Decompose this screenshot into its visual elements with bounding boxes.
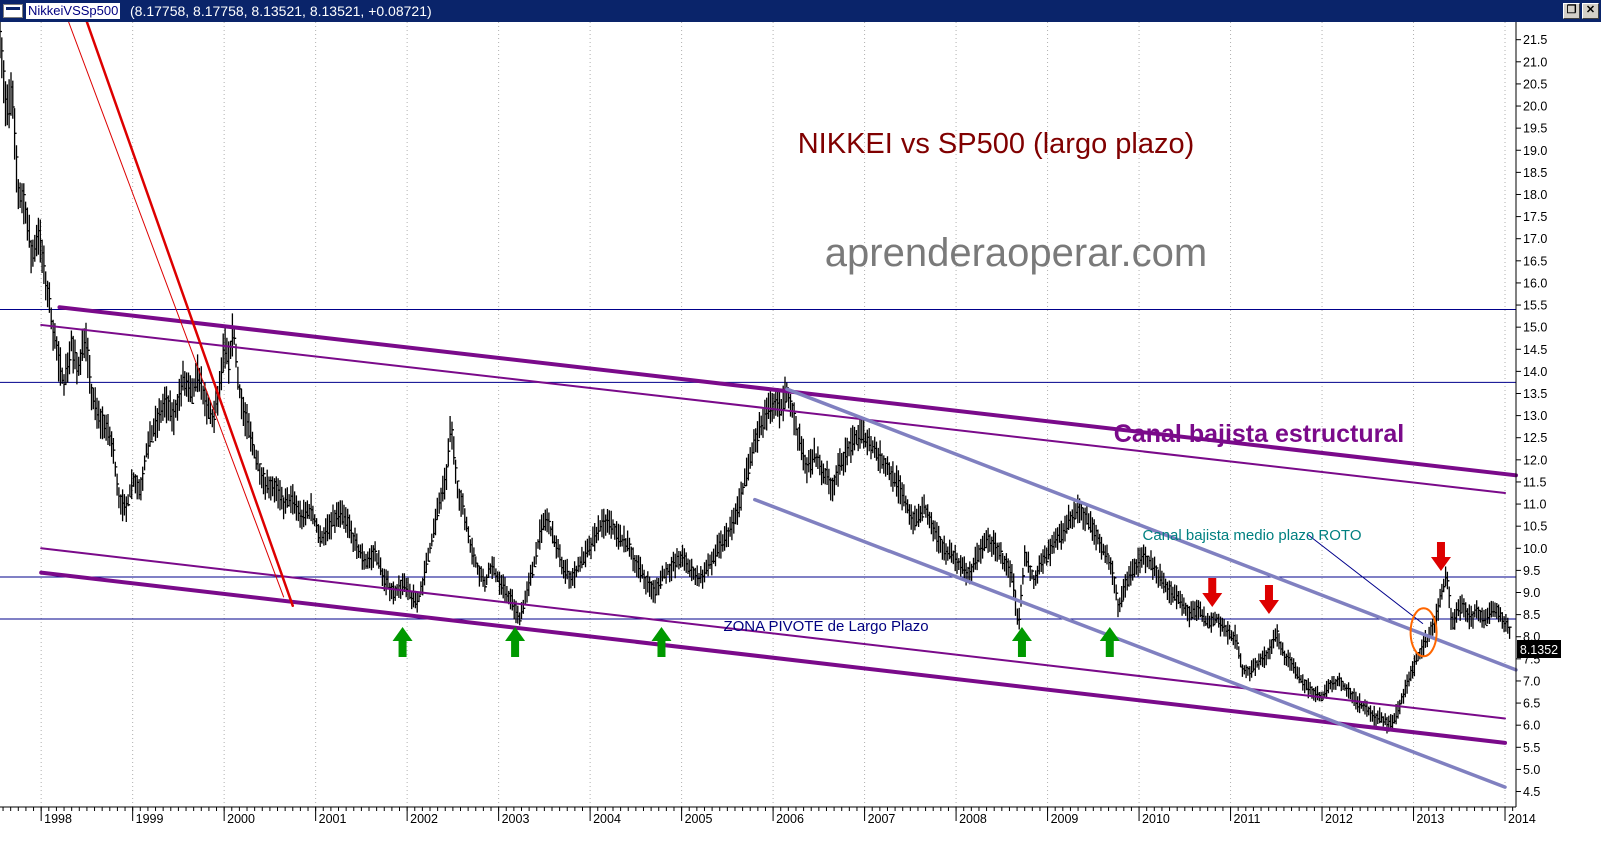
- x-tick-label-2011: 2011: [1234, 812, 1261, 826]
- y-tick-label-5: 5.0: [1523, 763, 1540, 777]
- red-trendline-thick: [85, 22, 295, 608]
- y-tick-label-14: 14.0: [1523, 365, 1547, 379]
- red-down-arrow-icon-2: [1430, 542, 1451, 571]
- x-tick-label-1999: 1999: [136, 812, 164, 826]
- y-tick-label-15: 15.0: [1523, 321, 1547, 335]
- axes: 4.55.05.56.06.57.07.58.08.59.09.510.010.…: [0, 22, 1547, 826]
- y-tick-label-9: 9.0: [1523, 586, 1540, 600]
- restore-button[interactable]: ❐: [1563, 3, 1580, 19]
- x-tick-label-2007: 2007: [868, 812, 896, 826]
- lavender-channel-1: [753, 497, 1507, 789]
- y-tick-label-17.5: 17.5: [1523, 210, 1547, 224]
- x-tick-label-2013: 2013: [1417, 812, 1445, 826]
- annotation-pointer-line: [1307, 534, 1424, 624]
- red-trendline-thin: [68, 22, 285, 598]
- lavender-channel-0: [785, 387, 1518, 672]
- x-tick-label-2010: 2010: [1142, 812, 1170, 826]
- y-tick-label-10: 10.0: [1523, 542, 1547, 556]
- y-tick-label-16.5: 16.5: [1523, 254, 1547, 268]
- x-tick-label-2005: 2005: [685, 812, 713, 826]
- watermark: aprenderaoperar.com: [825, 231, 1207, 275]
- label-canal-medio: Canal bajista medio plazo ROTO: [1143, 527, 1362, 544]
- chart-title: NIKKEI vs SP500 (largo plazo): [798, 128, 1195, 160]
- y-tick-label-9.5: 9.5: [1523, 564, 1540, 578]
- y-tick-label-12.5: 12.5: [1523, 431, 1547, 445]
- plot-background: [0, 22, 1516, 807]
- x-tick-label-2001: 2001: [319, 812, 347, 826]
- green-up-arrow-icon-2: [651, 627, 672, 657]
- purple-channel-thick-1: [39, 570, 1508, 745]
- trend-lines: [39, 22, 1518, 789]
- breakout-circle: [1409, 607, 1438, 658]
- x-tick-label-2009: 2009: [1051, 812, 1079, 826]
- price-chart: 4.55.05.56.06.57.07.58.08.59.09.510.010.…: [0, 22, 1561, 826]
- y-tick-label-10.5: 10.5: [1523, 520, 1547, 534]
- y-tick-label-12: 12.0: [1523, 453, 1547, 467]
- y-tick-label-8.5: 8.5: [1523, 608, 1540, 622]
- last-value-tag: 8.1352: [1517, 640, 1561, 658]
- red-down-arrow-icon-1: [1258, 585, 1279, 614]
- x-tick-label-2004: 2004: [593, 812, 621, 826]
- y-tick-label-6.5: 6.5: [1523, 697, 1540, 711]
- label-zona-pivote: ZONA PIVOTE de Largo Plazo: [723, 618, 928, 635]
- y-tick-label-14.5: 14.5: [1523, 343, 1547, 357]
- y-tick-label-18.5: 18.5: [1523, 166, 1547, 180]
- green-up-arrow-icon-4: [1099, 627, 1120, 657]
- green-up-arrow-icon-0: [392, 627, 413, 657]
- y-tick-label-15.5: 15.5: [1523, 299, 1547, 313]
- chart-area: 4.5 5.0 5.5 6.0 6.5 7.0 7.5 8.0 8.5 9.0 9.5 10.0 10.…: [0, 22, 1601, 853]
- y-tick-label-21.5: 21.5: [1523, 33, 1547, 47]
- price-series: [0, 22, 1512, 734]
- horizontal-levels: [0, 308, 1516, 620]
- x-tick-label-2008: 2008: [959, 812, 987, 826]
- x-tick-label-2000: 2000: [227, 812, 255, 826]
- price-bars: [0, 22, 1512, 734]
- x-tick-label-2006: 2006: [776, 812, 804, 826]
- y-tick-label-18: 18.0: [1523, 188, 1547, 202]
- last-value-box: [1517, 640, 1561, 658]
- y-tick-label-19.5: 19.5: [1523, 122, 1547, 136]
- close-button[interactable]: ✕: [1582, 3, 1599, 19]
- last-value-label: 8.1352: [1520, 643, 1558, 657]
- red-down-arrow-icon-0: [1202, 578, 1223, 607]
- green-up-arrow-icon-1: [505, 627, 526, 657]
- y-tick-label-6: 6.0: [1523, 719, 1540, 733]
- y-tick-label-20.5: 20.5: [1523, 77, 1547, 91]
- y-tick-label-11.5: 11.5: [1523, 475, 1546, 489]
- x-tick-label-2003: 2003: [502, 812, 530, 826]
- y-tick-label-20: 20.0: [1523, 100, 1547, 114]
- y-tick-label-5.5: 5.5: [1523, 741, 1540, 755]
- x-tick-label-2002: 2002: [410, 812, 438, 826]
- y-tick-label-13: 13.0: [1523, 409, 1547, 423]
- x-tick-label-2014: 2014: [1508, 812, 1536, 826]
- y-tick-label-7: 7.0: [1523, 674, 1540, 688]
- signal-markers: [392, 542, 1451, 658]
- window-titlebar[interactable]: NikkeiVSSp500 (8.17758, 8.17758, 8.13521…: [0, 0, 1601, 22]
- y-tick-label-17: 17.0: [1523, 232, 1547, 246]
- y-tick-label-21: 21.0: [1523, 55, 1547, 69]
- green-up-arrow-icon-3: [1011, 627, 1032, 657]
- purple-channel-thin-1: [40, 547, 1507, 720]
- x-tick-label-2012: 2012: [1325, 812, 1353, 826]
- chart-texts: NIKKEI vs SP500 (largo plazo) aprenderao…: [723, 128, 1404, 635]
- purple-channel-thin-0: [40, 323, 1507, 494]
- ohlc-readout: (8.17758, 8.17758, 8.13521, 8.13521, +0.…: [130, 3, 432, 19]
- x-tick-label-1998: 1998: [44, 812, 72, 826]
- window-icon[interactable]: [3, 4, 23, 18]
- y-tick-label-4.5: 4.5: [1523, 785, 1540, 799]
- y-tick-label-13.5: 13.5: [1523, 387, 1547, 401]
- window-title: NikkeiVSSp500: [26, 3, 121, 19]
- y-tick-label-11: 11.0: [1523, 498, 1546, 512]
- y-tick-label-16: 16.0: [1523, 276, 1547, 290]
- label-canal-estructural: Canal bajista estructural: [1114, 420, 1404, 448]
- y-tick-label-19: 19.0: [1523, 144, 1547, 158]
